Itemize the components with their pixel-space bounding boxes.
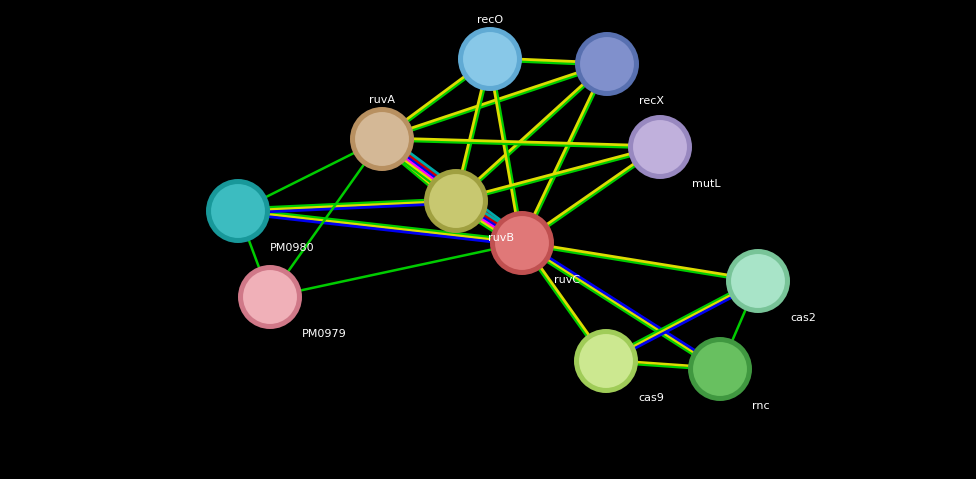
Circle shape: [494, 215, 550, 271]
Circle shape: [428, 173, 484, 229]
Circle shape: [206, 179, 270, 243]
Circle shape: [692, 341, 748, 397]
Circle shape: [462, 31, 518, 87]
Circle shape: [730, 253, 786, 309]
Circle shape: [575, 32, 639, 96]
Circle shape: [238, 265, 302, 329]
Circle shape: [688, 337, 752, 401]
Circle shape: [242, 269, 298, 325]
Circle shape: [579, 36, 635, 92]
Circle shape: [424, 169, 488, 233]
Text: recX: recX: [639, 96, 664, 106]
Text: ruvC: ruvC: [554, 275, 580, 285]
Circle shape: [354, 111, 410, 167]
Text: mutL: mutL: [692, 179, 720, 189]
Text: PM0980: PM0980: [270, 243, 314, 253]
Circle shape: [490, 211, 554, 275]
Circle shape: [726, 249, 790, 313]
Text: recO: recO: [477, 15, 503, 25]
Circle shape: [578, 333, 634, 389]
Circle shape: [632, 119, 688, 175]
Circle shape: [458, 27, 522, 91]
Text: cas2: cas2: [790, 313, 816, 323]
Circle shape: [210, 183, 266, 239]
Text: PM0979: PM0979: [302, 329, 346, 339]
Text: ruvB: ruvB: [488, 233, 514, 243]
Text: rnc: rnc: [752, 401, 770, 411]
Text: ruvA: ruvA: [369, 95, 395, 105]
Circle shape: [350, 107, 414, 171]
Text: cas9: cas9: [638, 393, 664, 403]
Circle shape: [574, 329, 638, 393]
Circle shape: [628, 115, 692, 179]
